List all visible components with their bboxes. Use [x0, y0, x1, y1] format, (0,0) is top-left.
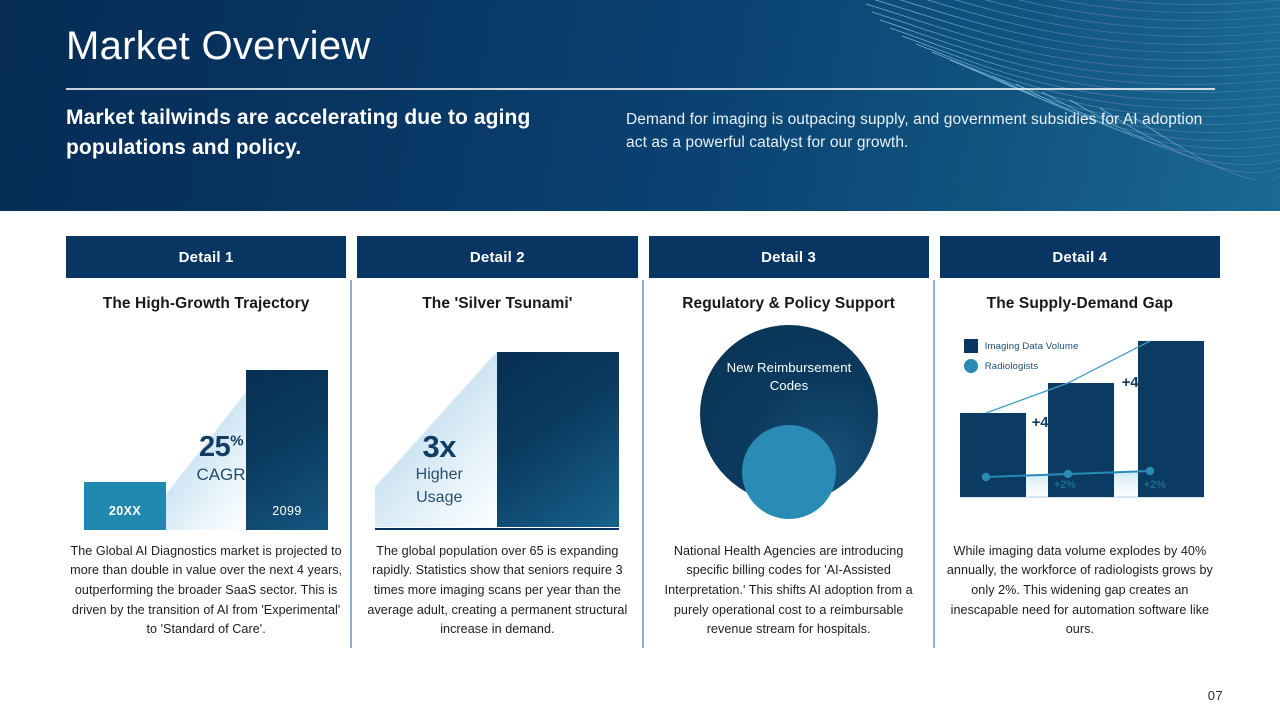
column-title-2: The 'Silver Tsunami': [422, 295, 573, 312]
growth-annotation-2: +40%: [1122, 373, 1156, 391]
title-divider: [66, 88, 1215, 90]
usage-solid-block: [497, 351, 620, 527]
column-separator-2: [641, 280, 644, 648]
column-separator-1: [350, 280, 353, 648]
chart-legend: Imaging Data Volume Radiologists: [963, 339, 1079, 379]
column-visual-2: 3x Higher Usage: [357, 321, 637, 541]
column-visual-1: 25% CAGR 20XX 2099: [66, 321, 346, 541]
column-tab-4[interactable]: Detail 4: [939, 236, 1220, 278]
subheading-primary: Market tailwinds are accelerating due to…: [66, 106, 531, 159]
growth-stat-number: 25%: [188, 433, 254, 462]
growth-annotation-1-value: +40: [1031, 414, 1057, 432]
growth-bar-baseline: [84, 481, 166, 530]
growth-annotation-1-unit: %: [1056, 413, 1066, 425]
page-number: 07: [1207, 688, 1223, 703]
column-separator-3: [932, 280, 935, 648]
growth-stat-value: 25: [198, 431, 231, 464]
column-tab-3[interactable]: Detail 3: [648, 236, 929, 278]
radiologist-annotation-2: +2%: [1143, 479, 1166, 492]
radiologist-annotation-1: +2%: [1053, 479, 1076, 492]
subheading-row: Market tailwinds are accelerating due to…: [66, 103, 1226, 163]
growth-bar-future: [246, 369, 328, 530]
usage-stat: 3x Higher Usage: [385, 431, 493, 508]
circle-caption: New Reimbursement Codes: [726, 360, 852, 394]
column-body-2: The global population over 65 is expandi…: [367, 543, 628, 637]
supply-demand-chart: Imaging Data Volume Radiologists +40% +4…: [959, 325, 1204, 515]
growth-label-end: 2099: [272, 503, 302, 518]
growth-annotation-1: +40%: [1032, 413, 1066, 431]
detail-column-2: Detail 2 The 'Silver Tsunami' 3x Higher …: [357, 236, 644, 648]
growth-stat-label: CAGR: [196, 465, 246, 485]
column-visual-4: Imaging Data Volume Radiologists +40% +4…: [940, 321, 1220, 541]
column-body-1: The Global AI Diagnostics market is proj…: [70, 543, 343, 637]
usage-stat-label-line1: Higher: [415, 466, 463, 484]
column-title-1: The High-Growth Trajectory: [102, 295, 310, 312]
usage-stat-label-line2: Usage: [416, 488, 463, 506]
growth-stat: 25% CAGR: [188, 433, 254, 485]
legend-item-radiologists: Radiologists: [963, 359, 1079, 374]
detail-column-3: Detail 3 Regulatory & Policy Support New…: [648, 236, 935, 648]
growth-label-start: 20XX: [108, 503, 142, 518]
supply-demand-svg: [959, 340, 1204, 498]
column-body-4: While imaging data volume explodes by 40…: [946, 543, 1213, 637]
column-title-3: Regulatory & Policy Support: [682, 295, 896, 312]
subheading-secondary: Demand for imaging is outpacing supply, …: [626, 111, 1203, 151]
title-block: Market Overview: [66, 22, 1216, 70]
growth-annotation-2-unit: %: [1146, 373, 1156, 385]
column-visual-3: New Reimbursement Codes: [649, 321, 929, 541]
page-title: Market Overview: [66, 24, 371, 68]
column-body-3: National Health Agencies are introducing…: [664, 543, 913, 637]
legend-item-imaging: Imaging Data Volume: [963, 339, 1079, 354]
detail-column-4: Detail 4 The Supply-Demand Gap: [939, 236, 1220, 648]
usage-stat-number: 3x: [422, 429, 457, 465]
usage-block-graphic: 3x Higher Usage: [375, 351, 620, 530]
detail-column-1: Detail 1 The High-Growth Trajectory 25% …: [66, 236, 353, 648]
legend-label-imaging: Imaging Data Volume: [984, 340, 1079, 352]
column-title-4: The Supply-Demand Gap: [986, 295, 1174, 312]
growth-ramp-shape: [166, 369, 250, 530]
growth-bar-chart: 25% CAGR 20XX 2099: [84, 369, 328, 530]
legend-label-radiologists: Radiologists: [984, 360, 1039, 372]
usage-baseline-rule: [375, 527, 620, 530]
reimbursement-circle-diagram: New Reimbursement Codes: [649, 325, 930, 520]
detail-columns: Detail 1 The High-Growth Trajectory 25% …: [66, 236, 1220, 648]
slide-header: Market Overview Market tailwinds are acc…: [0, 0, 1280, 211]
column-tab-2[interactable]: Detail 2: [357, 236, 638, 278]
legend-square-icon: [963, 339, 978, 354]
growth-stat-unit: %: [230, 432, 244, 450]
legend-circle-icon: [963, 359, 978, 374]
usage-ramp-shape: [375, 351, 498, 527]
column-tab-1[interactable]: Detail 1: [66, 236, 347, 278]
growth-annotation-2-value: +40: [1121, 374, 1147, 392]
inner-circle-shape: [742, 425, 836, 520]
